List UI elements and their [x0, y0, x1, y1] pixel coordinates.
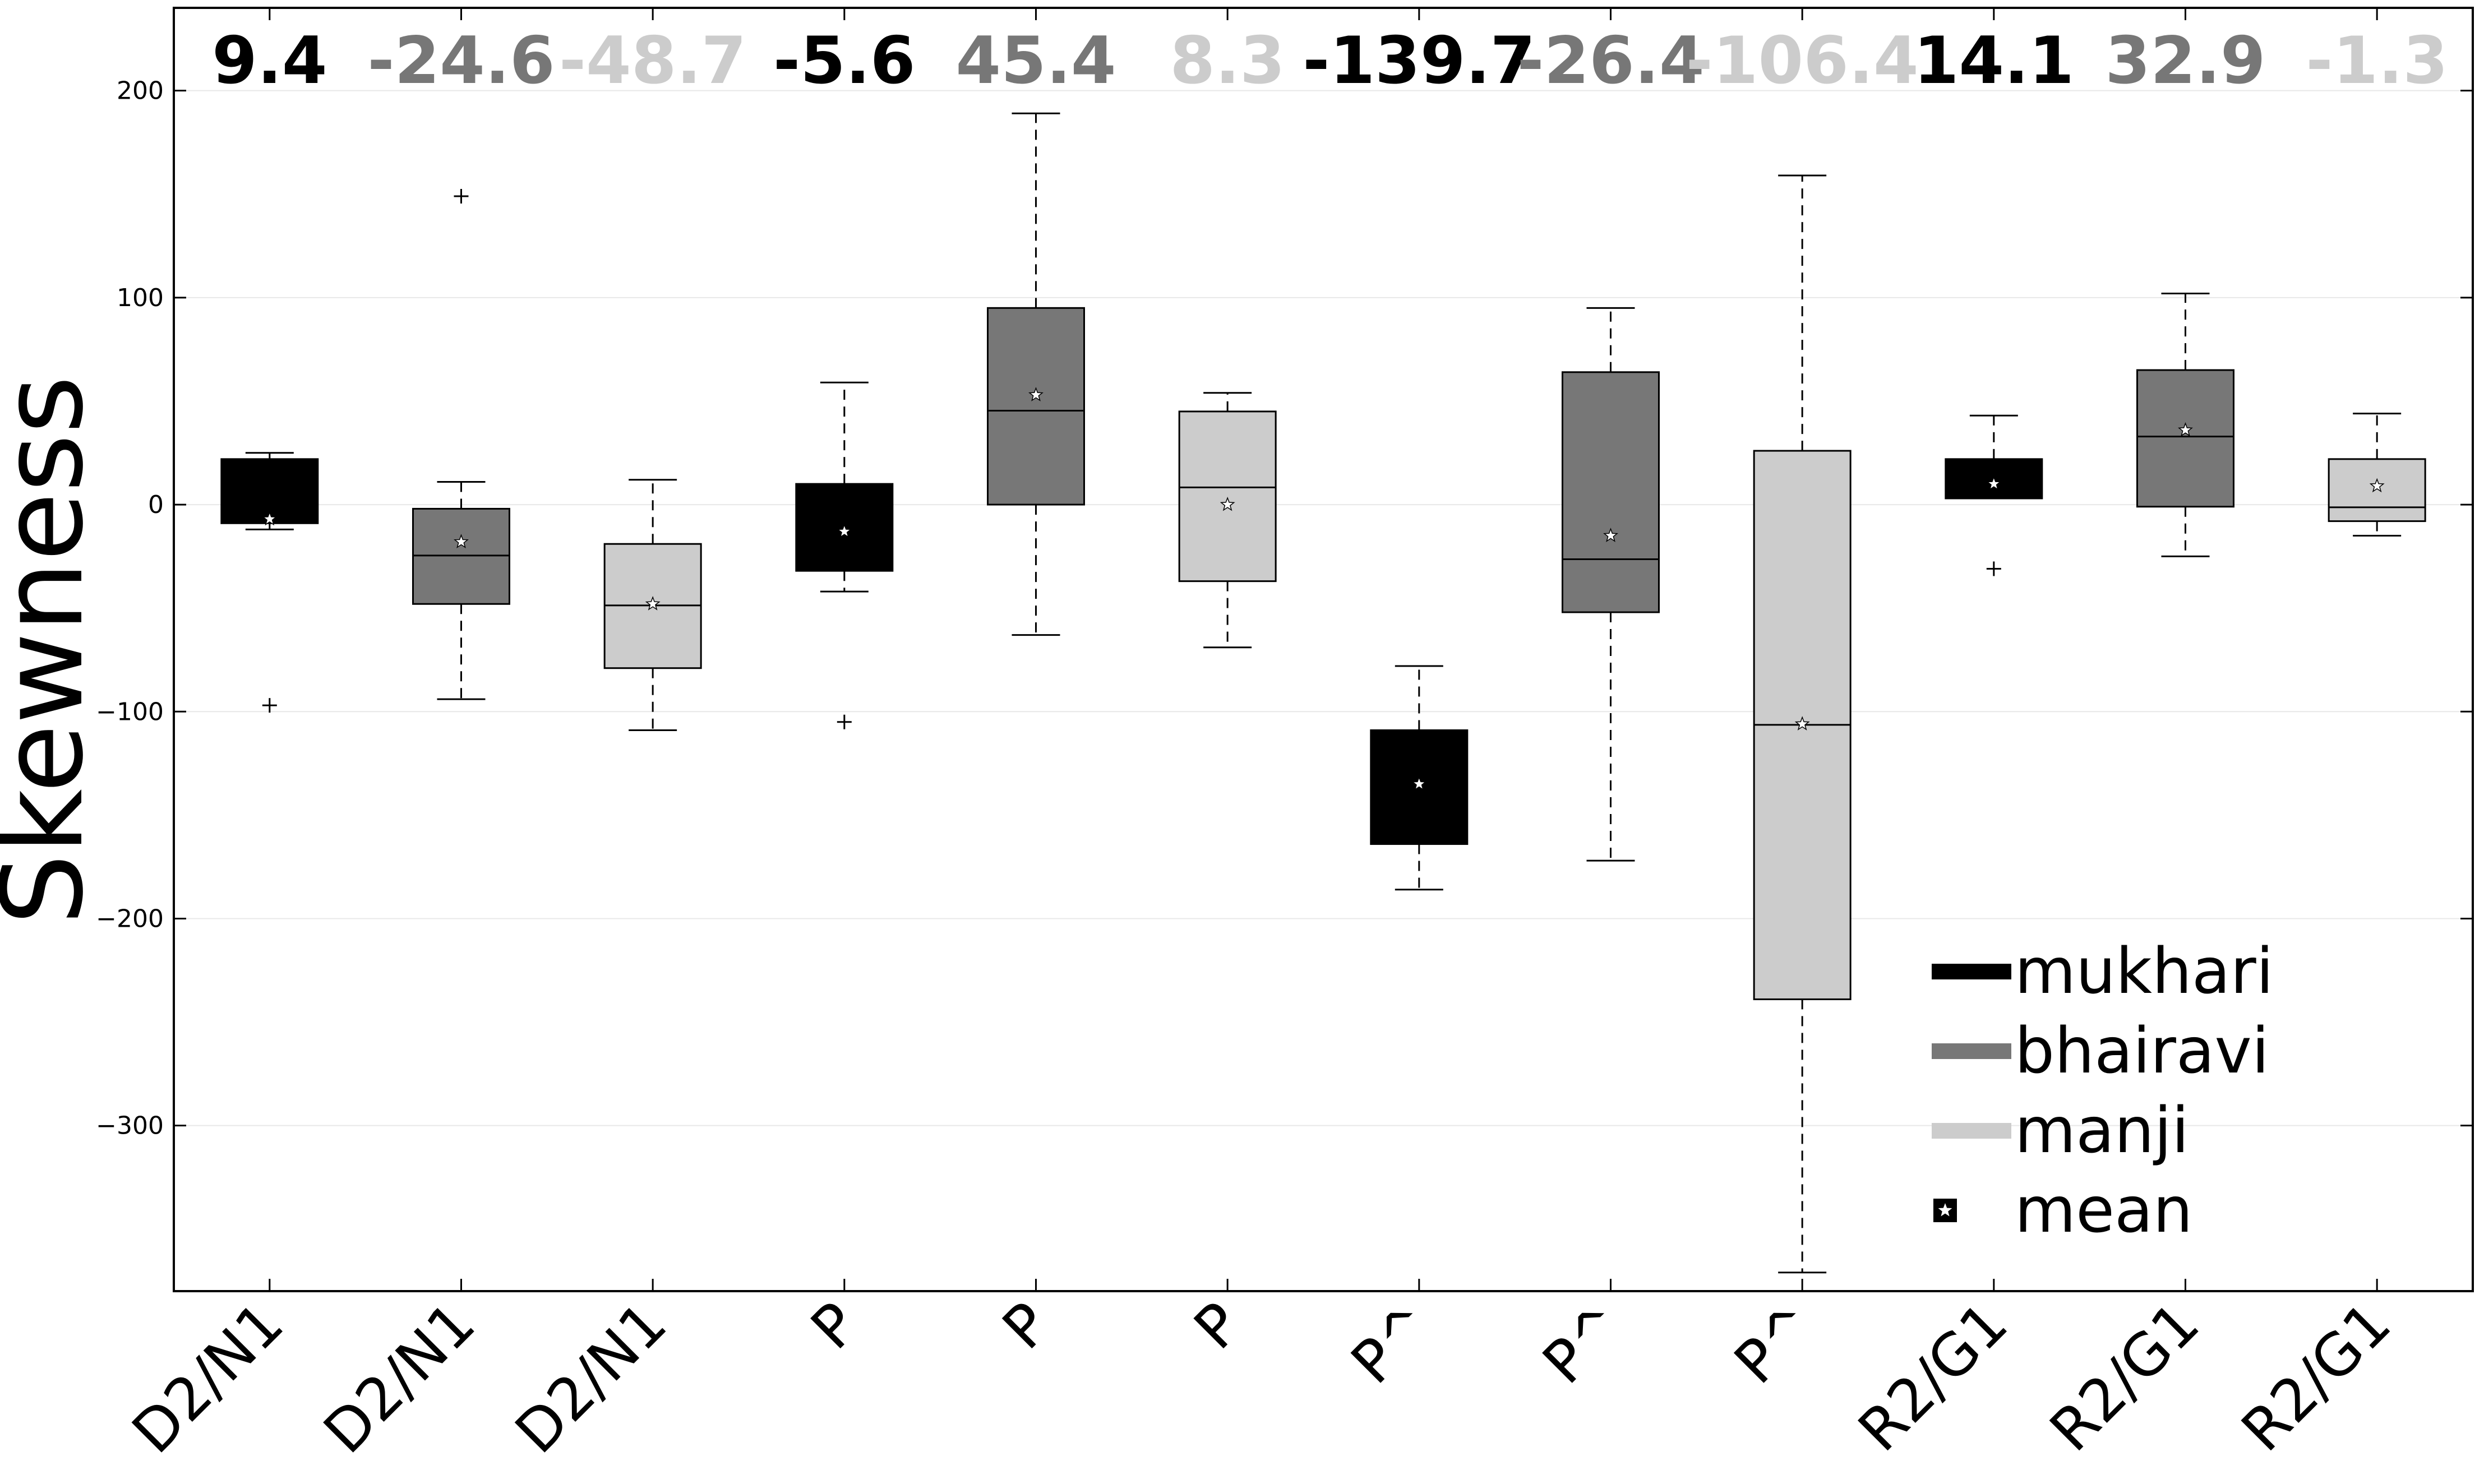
mean-marker [1220, 496, 1235, 511]
median-value-label: -106.4 [1686, 23, 1919, 99]
mean-marker [1411, 776, 1427, 790]
box-6 [1370, 665, 1469, 891]
legend-item-bhairavi: bhairavi [1932, 1015, 2269, 1088]
y-tick-label: 0 [148, 491, 164, 519]
mean-marker [2369, 478, 2385, 493]
plot-area-frame [173, 7, 2474, 1292]
outlier-marker [262, 698, 277, 713]
legend-label-bhairavi: bhairavi [2015, 1015, 2269, 1088]
box-body [2328, 458, 2426, 523]
legend-swatch-bhairavi [1932, 1043, 2011, 1059]
y-tick-label: −100 [96, 697, 164, 726]
box-layer [220, 112, 2426, 1274]
legend-label-manji: manji [2015, 1094, 2189, 1167]
box-9 [1945, 414, 2043, 576]
median-value-label: 32.9 [2105, 23, 2265, 99]
outlier-marker [1986, 561, 2001, 576]
y-axis-title: Skewness [0, 376, 108, 925]
legend-label-mukhari: mukhari [2015, 935, 2274, 1008]
outlier-marker [837, 714, 852, 729]
box-2 [603, 479, 702, 731]
outlier-marker [454, 188, 469, 204]
median-value-label: 8.3 [1170, 23, 1285, 99]
legend-swatch-mukhari [1932, 964, 2011, 979]
box-body [1178, 410, 1277, 582]
legend-swatch-manji [1932, 1123, 2011, 1139]
box-body [987, 307, 1085, 506]
legend-item-mukhari: mukhari [1932, 935, 2274, 1008]
box-11 [2328, 413, 2426, 537]
box-7 [1562, 307, 1660, 862]
box-8 [1753, 174, 1852, 1274]
box-5 [1178, 392, 1277, 649]
box-3 [795, 381, 894, 729]
grid-lines [174, 90, 2473, 1126]
box-10 [2136, 292, 2234, 557]
mean-marker [1603, 528, 1618, 542]
median-value-label: 9.4 [212, 23, 327, 99]
median-value-label: -26.4 [1517, 23, 1704, 99]
box-body [2136, 369, 2234, 508]
median-value-label: 14.1 [1914, 23, 2074, 99]
y-tick-label: −300 [96, 1112, 164, 1140]
box-body [1562, 371, 1660, 613]
mean-marker [1986, 475, 2002, 491]
y-tick-label: 100 [117, 284, 164, 312]
legend-item-manji: manji [1932, 1094, 2189, 1167]
legend-mean-star [1938, 1203, 1952, 1217]
y-tick-label: −200 [96, 904, 164, 933]
box-4 [987, 112, 1085, 636]
mean-marker [262, 511, 278, 526]
median-value-label: 45.4 [955, 23, 1116, 99]
mean-marker [454, 534, 469, 548]
median-value-label: -5.6 [773, 23, 916, 99]
mean-marker [1794, 716, 1810, 731]
box-0 [220, 452, 319, 713]
mean-marker [645, 596, 661, 611]
mean-marker [837, 523, 852, 538]
legend-label-mean: mean [2015, 1174, 2193, 1247]
mean-marker [1028, 387, 1044, 401]
y-tick-label: 200 [117, 77, 164, 105]
median-value-label: -24.6 [367, 23, 555, 99]
median-value-label: -139.7 [1303, 23, 1535, 99]
mean-marker [2178, 422, 2193, 437]
box-1 [412, 188, 510, 700]
legend-item-mean: mean [1933, 1174, 2193, 1247]
median-labels: 9.4 -24.6 -48.7 -5.6 45.4 8.3 -139.7-26.4-106.… [212, 23, 2448, 99]
median-value-label: -48.7 [559, 23, 746, 99]
median-value-label: -1.3 [2306, 23, 2448, 99]
